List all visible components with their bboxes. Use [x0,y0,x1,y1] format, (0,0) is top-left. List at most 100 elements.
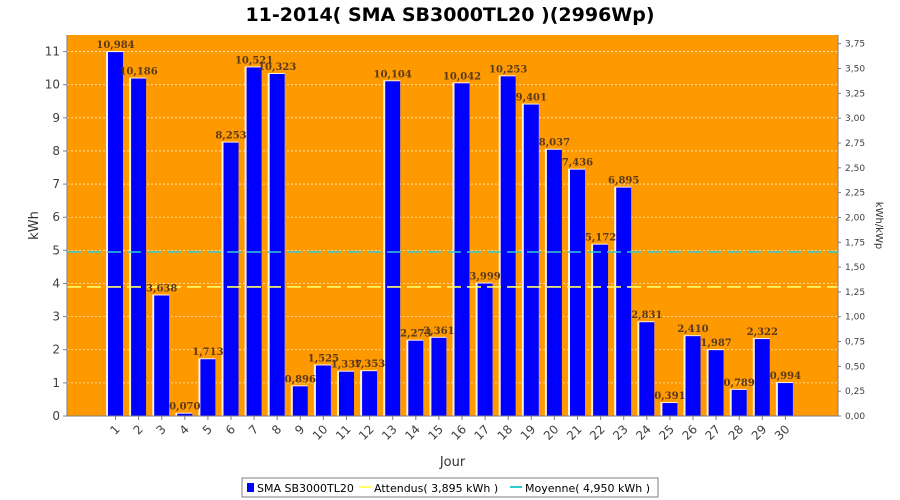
x-tick-label: 3 [154,422,169,437]
x-tick-label: 28 [726,422,747,443]
x-tick-label: 2 [130,422,145,437]
y-right-tick-label: 0,00 [845,412,865,422]
bar [708,350,724,416]
y-right-tick-label: 0,25 [845,387,865,397]
legend-swatch-bars [247,483,254,492]
data-label: 10,042 [443,71,481,82]
y-tick-label: 7 [52,177,60,191]
data-label: 0,896 [285,374,316,385]
x-tick-label: 25 [656,422,677,443]
bar [385,81,401,416]
data-label: 10,186 [119,67,157,78]
data-label: 1,713 [192,347,223,358]
y-right-tick-label: 1,50 [845,263,865,273]
bar [777,383,793,416]
data-label: 3,999 [469,272,500,283]
bar [593,244,609,416]
bar [200,359,216,416]
y-right-tick-label: 3,50 [845,65,865,75]
data-label: 1,337 [331,360,362,371]
bar [523,104,539,417]
data-label: 10,521 [235,55,273,66]
data-label: 5,172 [585,233,616,244]
x-tick-label: 19 [518,422,539,443]
y-right-tick-label: 3,25 [845,89,865,99]
x-tick-label: 27 [703,422,724,443]
y-tick-label: 3 [52,310,60,324]
x-tick-label: 4 [177,422,192,437]
bar [408,340,424,416]
x-axis-label: Jour [439,455,466,470]
x-tick-label: 24 [633,422,654,443]
data-label: 7,436 [562,158,593,169]
x-tick-label: 11 [333,422,354,443]
data-label: 10,323 [258,62,296,73]
y-axis-right-label: kWh/kWp [873,202,884,249]
legend-label-bars: SMA SB3000TL20 [257,482,354,495]
x-tick-label: 12 [356,422,377,443]
legend-box [241,477,659,498]
bar [546,149,562,416]
y-tick-label: 10 [45,78,60,92]
bar [500,76,516,416]
data-label: 9,401 [516,93,547,104]
y-right-tick-label: 2,00 [845,213,865,223]
x-tick-label: 20 [541,422,562,443]
x-tick-label: 22 [587,422,608,443]
bar [108,52,123,416]
data-label: 6,895 [608,176,639,187]
y-tick-label: 8 [52,144,60,158]
x-tick-label: 15 [425,422,446,443]
y-right-tick-label: 3,00 [845,114,865,124]
y-right-tick-label: 3,75 [845,40,865,50]
bar [754,339,770,416]
bar [339,371,354,416]
data-label: 10,253 [489,64,527,75]
y-tick-label: 0 [52,409,60,423]
x-tick-label: 9 [292,422,307,437]
y-tick-label: 11 [45,45,60,59]
data-label: 1,525 [308,353,339,364]
bar [131,78,147,417]
y-tick-label: 1 [52,376,60,390]
x-tick-label: 14 [402,422,423,443]
data-label: 2,273 [400,329,431,340]
bar [570,169,585,416]
bar [639,322,655,416]
legend: SMA SB3000TL20 Attendus( 3,895 kWh ) Moy… [241,477,659,498]
data-label: 0,391 [654,391,685,402]
x-tick-label: 6 [223,422,238,437]
data-labels: 10,98410,1863,6380,0701,7138,25310,52110… [96,40,801,413]
x-tick-label: 10 [310,422,331,443]
bar [269,73,285,417]
x-tick-label: 8 [269,422,284,437]
x-tick-label: 13 [379,422,400,443]
bar [454,83,470,417]
x-tick-label: 18 [495,422,516,443]
bar [431,337,447,416]
y-tick-label: 2 [52,343,60,357]
y-tick-label: 6 [52,210,60,224]
bar [292,386,308,416]
bar [685,336,701,416]
bar [177,413,193,416]
x-tick-label: 30 [772,422,793,443]
y-tick-label: 5 [52,243,60,257]
legend-label-average: Moyenne( 4,950 kWh ) [525,482,650,495]
bar [662,403,678,416]
y-right-tick-label: 2,75 [845,139,865,149]
data-label: 0,070 [169,402,200,413]
bar [477,283,493,416]
data-label: 2,831 [631,310,662,321]
data-label: 8,253 [215,131,246,142]
data-label: 2,322 [747,327,778,338]
data-label: 2,410 [677,324,708,335]
data-label: 1,353 [354,359,385,370]
bar [616,187,632,416]
chart-title: 11-2014( SMA SB3000TL20 )(2996Wp) [245,4,654,26]
y-right-tick-label: 0,75 [845,338,865,348]
bar [246,67,262,416]
x-tick-label: 1 [107,422,122,437]
x-tick-label: 21 [564,422,585,443]
y-axis-label: kWh [27,211,42,240]
